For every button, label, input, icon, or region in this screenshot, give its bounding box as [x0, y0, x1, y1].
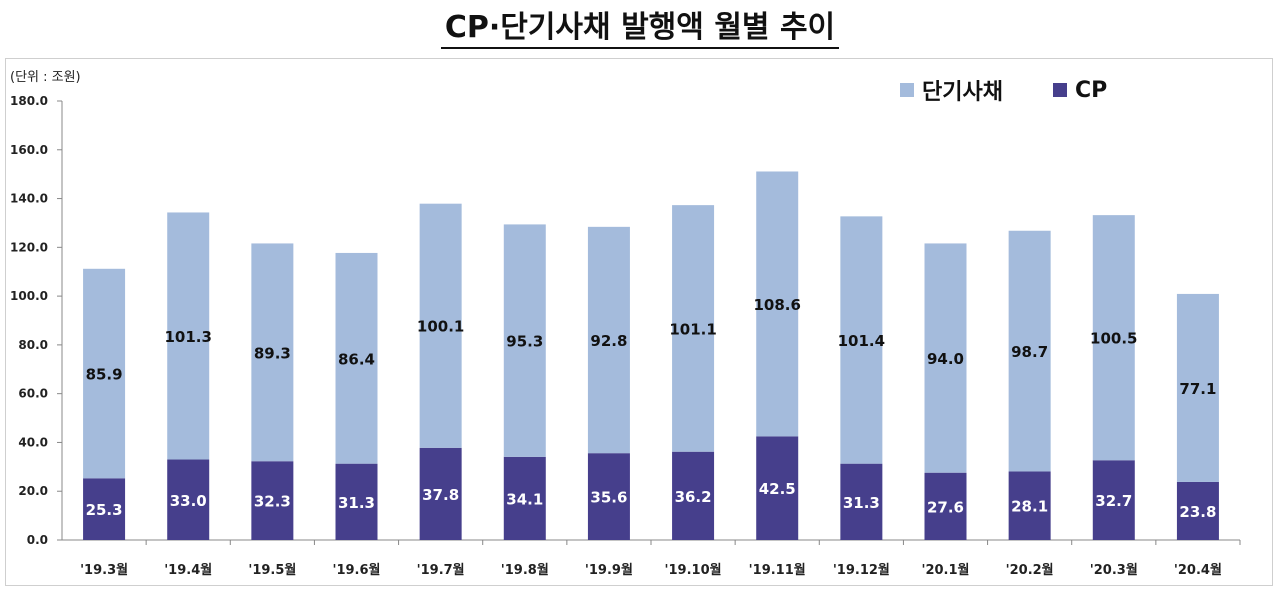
bar-short-term-bond — [419, 203, 462, 448]
data-label-short-term-bond: 101.4 — [838, 332, 885, 350]
bar-short-term-bond — [587, 226, 630, 454]
bar-short-term-bond — [1008, 230, 1051, 472]
x-tick-label: '19.7월 — [417, 562, 465, 578]
data-label-short-term-bond: 77.1 — [1179, 380, 1216, 398]
bar-cp — [167, 459, 210, 540]
x-tick-label: '19.11월 — [749, 562, 806, 578]
data-label-cp: 32.7 — [1095, 492, 1132, 510]
legend-label-short-term-bond: 단기사채 — [922, 80, 1003, 105]
bar-cp — [1176, 481, 1219, 540]
data-label-cp: 31.3 — [843, 494, 880, 512]
data-label-cp: 31.3 — [338, 494, 375, 512]
legend-label-cp: CP — [1074, 77, 1108, 103]
x-tick-label: '20.4월 — [1174, 562, 1222, 578]
x-tick-label: '20.2월 — [1006, 562, 1054, 578]
legend: 단기사채 CP — [900, 74, 1107, 106]
data-label-cp: 28.1 — [1011, 498, 1048, 516]
bar-cp — [1008, 471, 1051, 540]
y-tick-label: 60.0 — [18, 387, 48, 401]
bar-short-term-bond — [167, 212, 210, 460]
legend-swatch-short-term-bond — [900, 83, 914, 97]
bar-short-term-bond — [335, 252, 378, 464]
data-label-short-term-bond: 108.6 — [753, 296, 800, 314]
data-label-cp: 23.8 — [1179, 503, 1216, 521]
y-tick-label: 0.0 — [27, 533, 48, 547]
data-label-short-term-bond: 89.3 — [254, 344, 291, 362]
y-tick-label: 180.0 — [10, 94, 48, 108]
x-tick-label: '20.3월 — [1090, 562, 1138, 578]
data-label-cp: 42.5 — [759, 480, 796, 498]
data-label-short-term-bond: 98.7 — [1011, 343, 1048, 361]
bar-short-term-bond — [1176, 293, 1219, 482]
bar-cp — [335, 463, 378, 540]
bar-cp — [503, 456, 546, 540]
bar-cp — [83, 478, 126, 540]
bar-short-term-bond — [503, 224, 546, 457]
y-tick-label: 100.0 — [10, 289, 48, 303]
x-tick-label: '19.5월 — [248, 562, 296, 578]
data-label-short-term-bond: 101.1 — [669, 320, 716, 338]
y-tick-label: 20.0 — [18, 484, 48, 498]
data-label-cp: 33.0 — [170, 492, 207, 510]
data-label-cp: 25.3 — [86, 501, 123, 519]
y-tick-label: 40.0 — [18, 435, 48, 449]
bar-short-term-bond — [1092, 215, 1135, 461]
bar-cp — [924, 472, 967, 540]
bar-short-term-bond — [840, 216, 883, 464]
data-label-short-term-bond: 95.3 — [506, 333, 543, 351]
x-tick-label: '19.4월 — [164, 562, 212, 578]
data-label-cp: 36.2 — [675, 488, 712, 506]
y-tick-label: 160.0 — [10, 143, 48, 157]
x-tick-label: '19.3월 — [80, 562, 128, 578]
x-tick-label: '19.8월 — [501, 562, 549, 578]
bar-cp — [419, 447, 462, 540]
unit-label: (단위 : 조원) — [10, 70, 81, 85]
y-tick-label: 80.0 — [18, 338, 48, 352]
bar-cp — [251, 461, 294, 540]
y-tick-label: 140.0 — [10, 192, 48, 206]
data-label-short-term-bond: 100.5 — [1090, 330, 1137, 348]
legend-item-short-term-bond: 단기사채 — [900, 74, 1003, 106]
data-label-cp: 34.1 — [506, 490, 543, 508]
data-label-short-term-bond: 94.0 — [927, 350, 964, 368]
data-label-short-term-bond: 92.8 — [590, 332, 627, 350]
data-label-short-term-bond: 85.9 — [86, 366, 123, 384]
bar-short-term-bond — [924, 243, 967, 473]
bar-cp — [587, 453, 630, 540]
bar-short-term-bond — [672, 205, 715, 452]
data-label-short-term-bond: 101.3 — [164, 328, 211, 346]
bar-short-term-bond — [756, 171, 799, 437]
x-tick-label: '19.6월 — [332, 562, 380, 578]
data-label-cp: 37.8 — [422, 486, 459, 504]
data-label-cp: 27.6 — [927, 498, 964, 516]
legend-swatch-cp — [1052, 83, 1067, 97]
y-tick-label: 120.0 — [10, 240, 48, 254]
x-tick-label: '19.12월 — [833, 562, 890, 578]
x-tick-label: '20.1월 — [921, 562, 969, 578]
bar-short-term-bond — [83, 268, 126, 479]
legend-item-cp: CP — [1052, 74, 1108, 106]
bar-cp — [672, 451, 715, 540]
chart-frame — [5, 58, 1273, 586]
chart-title: CP·단기사채 발행액 월별 추이 — [0, 2, 1280, 49]
x-tick-label: '19.9월 — [585, 562, 633, 578]
bar-cp — [1092, 460, 1135, 540]
bar-short-term-bond — [251, 243, 294, 462]
data-label-short-term-bond: 86.4 — [338, 350, 375, 368]
data-label-short-term-bond: 100.1 — [417, 318, 464, 336]
data-label-cp: 35.6 — [590, 489, 627, 507]
bar-cp — [756, 436, 799, 540]
data-label-cp: 32.3 — [254, 493, 291, 511]
bar-cp — [840, 463, 883, 540]
x-tick-label: '19.10월 — [665, 562, 722, 578]
